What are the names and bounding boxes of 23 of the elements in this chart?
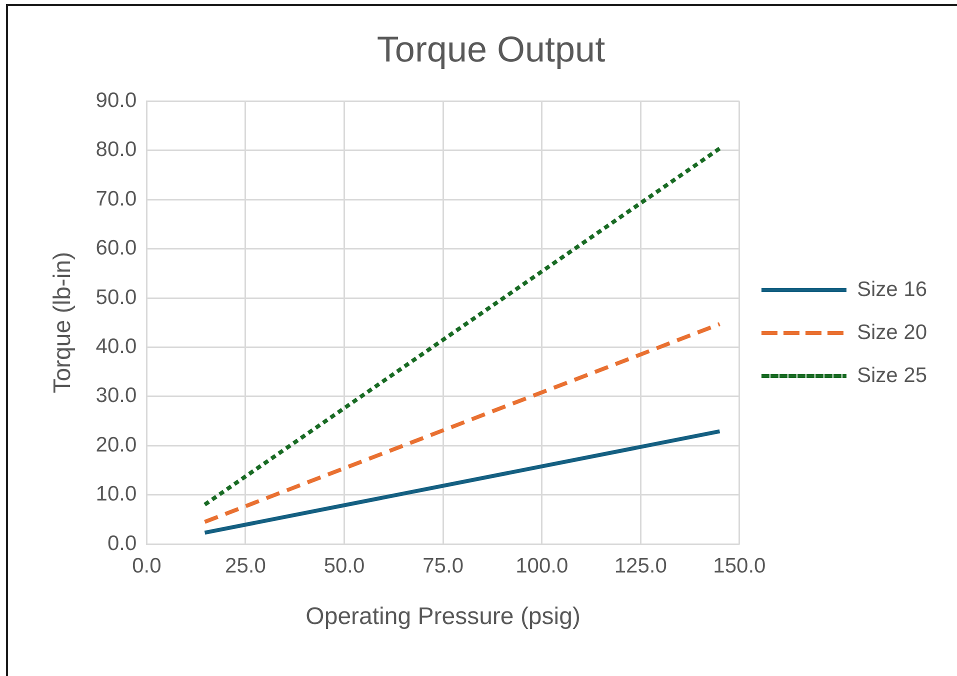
legend-label: Size 16 [856,278,927,301]
x-tick-label: 75.0 [422,554,464,578]
y-tick-label: 70.0 [96,187,137,210]
x-tick-label: 100.0 [516,554,568,578]
y-tick-label: 10.0 [96,482,137,506]
chart-title: Torque Output [376,28,606,70]
legend-label: Size 20 [856,320,927,344]
x-tick-label: 0.0 [132,554,162,578]
y-tick-label: 20.0 [96,433,137,456]
y-axis-title: Torque (lb-in) [49,252,76,394]
y-tick-label: 50.0 [96,286,137,309]
x-tick-label: 50.0 [324,554,365,578]
y-tick-label: 30.0 [96,384,137,408]
y-tick-label: 0.0 [107,532,137,555]
x-tick-label: 125.0 [614,554,667,578]
x-axis-title: Operating Pressure (psig) [306,603,580,630]
y-tick-label: 60.0 [96,236,137,260]
x-tick-label: 25.0 [225,554,266,578]
x-tick-label: 150.0 [713,554,766,578]
y-tick-label: 40.0 [96,334,137,358]
y-tick-label: 80.0 [96,138,137,162]
legend-label: Size 25 [856,364,927,387]
y-tick-label: 90.0 [96,88,137,112]
